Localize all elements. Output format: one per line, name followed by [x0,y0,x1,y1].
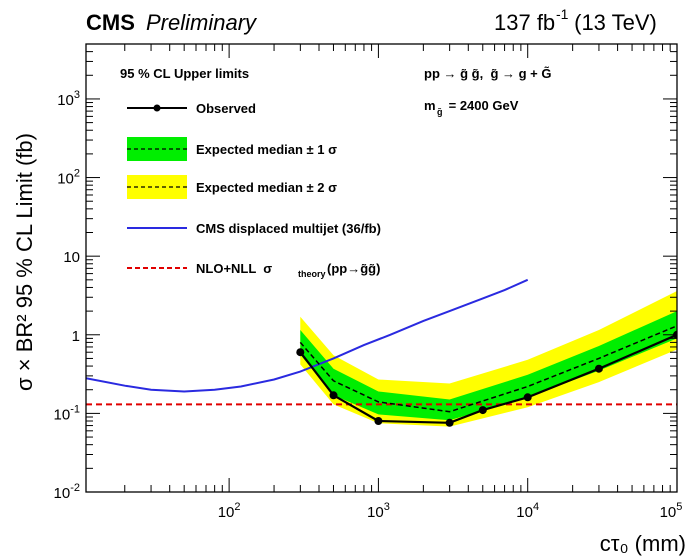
y-tick-mantissa: 10 [57,92,74,109]
x-tick-mantissa: 10 [660,504,677,521]
plot-border [85,43,678,493]
process-decay: g̃ g̃, g̃ → g + G̃ [460,66,551,81]
y-tick-exponent: 3 [74,89,80,101]
x-tick-label: 102 [218,501,241,521]
y-tick-exponent: -2 [70,482,80,494]
lines-layer [86,278,677,427]
legend-two-sigma-label: Expected median ± 2 σ [196,180,337,195]
legend-displaced-label: CMS displaced multijet (36/fb) [196,221,381,236]
y-tick-mantissa: 1 [72,328,80,345]
experiment-label: CMS [86,10,135,35]
y-axis-title: σ × BR² 95 % CL Limit (fb) [12,133,37,391]
observed-point [478,406,487,415]
observed-point [445,418,454,427]
legend-title: 95 % CL Upper limits [120,66,249,81]
y-tick-mantissa: 10 [63,249,80,266]
plot-frame [85,43,678,493]
observed-point [296,348,305,357]
x-tick-exponent: 3 [384,501,390,513]
y-tick-exponent: 2 [74,168,80,180]
legend-theory-tail: (pp→g̃g̃) [327,261,380,276]
y-tick-label: 1 [72,328,80,345]
mass-value: = 2400 GeV [445,98,519,113]
y-tick-label: 10-2 [54,482,80,502]
y-tick-mantissa: 10 [54,406,71,423]
mass-label: m [424,98,436,113]
energy-label: (13 TeV) [568,10,657,35]
displaced-multijet-line [86,278,529,393]
x-tick-exponent: 2 [234,501,240,513]
x-tick-label: 103 [367,501,390,521]
process-label: pp → g̃ g̃, g̃ → g + G̃ [424,66,551,81]
y-tick-label: 102 [57,168,80,188]
y-tick-label: 103 [57,89,80,109]
observed-point [594,364,603,373]
legend-theory-sub: theory [298,269,326,279]
y-tick-mantissa: 10 [54,485,71,502]
one-sigma-band [300,311,677,421]
y-tick-mantissa: 10 [57,171,74,188]
mass-symbol: m [424,98,436,113]
y-tick-label: 10-1 [54,403,80,423]
two-sigma-band [300,291,677,427]
observed-point [329,391,338,400]
legend-observed-marker [153,104,161,112]
x-tick-mantissa: 10 [367,504,384,521]
y-tick-exponent: -1 [70,403,80,415]
lumi-exponent: -1 [556,6,569,22]
x-tick-exponent: 5 [676,501,682,513]
bands-layer [300,291,677,427]
observed-point [374,417,383,425]
x-tick-exponent: 4 [533,501,539,513]
observed-line [299,333,677,424]
status-label: Preliminary [146,10,258,35]
legend-one-sigma-label: Expected median ± 1 σ [196,142,337,157]
process-lead: pp → [424,66,460,81]
expected-median-line [299,325,677,413]
legend-theory-label: NLO+NLL σ [196,261,272,276]
x-axis-title: cτ₀ (mm) [600,531,686,556]
legend: 95 % CL Upper limits Observed Expected m… [120,66,381,279]
mass-subscript: g̃ [437,107,443,117]
x-tick-mantissa: 10 [516,504,533,521]
legend-observed-label: Observed [196,101,256,116]
x-tick-label: 105 [660,501,683,521]
y-tick-label: 10 [63,249,80,266]
x-tick-mantissa: 10 [218,504,235,521]
lumi-label: 137 fb [494,10,555,35]
x-tick-label: 104 [516,501,539,521]
observed-point [523,393,532,402]
